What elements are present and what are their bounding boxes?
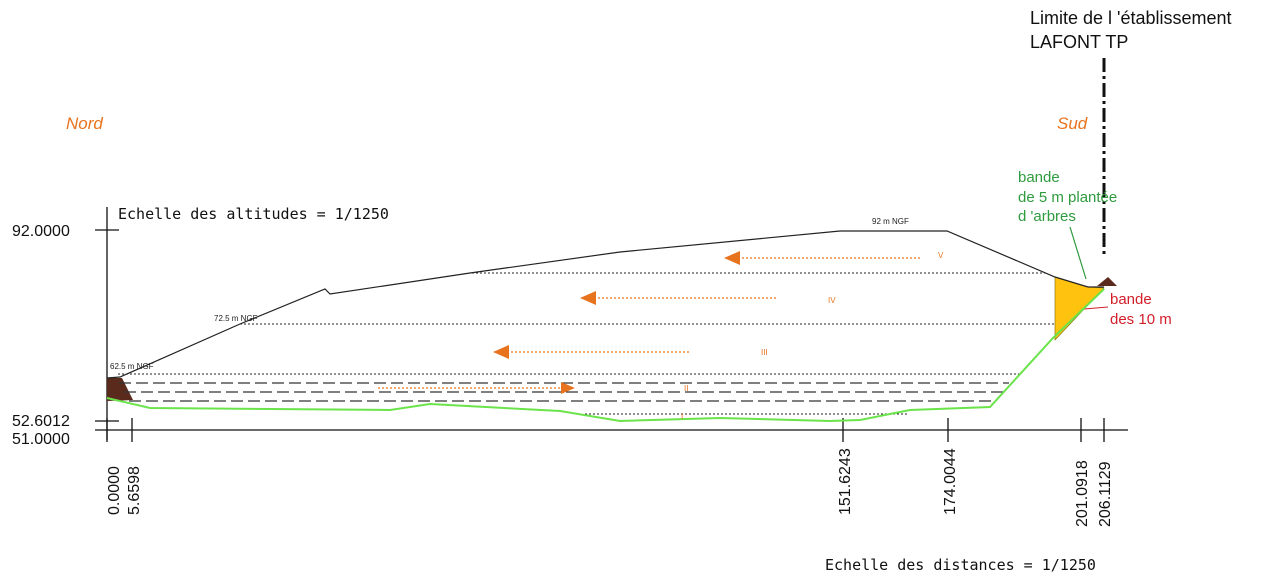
arrow-iii-head — [493, 345, 509, 359]
base-profile — [106, 288, 1105, 423]
elevation-label-mid: 72.5 m NGF — [214, 314, 258, 323]
bench-lines — [119, 382, 1009, 402]
south-embankment — [1097, 277, 1117, 286]
red-band-line-1: bande — [1110, 291, 1152, 308]
arrow-iv-head — [580, 291, 596, 305]
phase-arrowheads — [493, 251, 740, 394]
green-band-pointer — [1069, 226, 1087, 280]
terrain-profile — [106, 230, 1104, 379]
green-band-label: bande de 5 m plantée d 'arbres — [1018, 169, 1121, 225]
elevation-label-low: 62.5 m NGF — [110, 362, 154, 371]
north-embankment — [107, 378, 133, 401]
south-label: Sud — [1057, 114, 1088, 133]
x-tick-label-4: 201.0918 — [1074, 460, 1091, 527]
x-tick-label-1: 5.6598 — [126, 466, 143, 515]
green-band-line-2: de 5 m plantée — [1018, 189, 1117, 206]
phase-label-ii: II — [684, 384, 688, 393]
green-band-line-1: bande — [1018, 169, 1060, 186]
red-band-label: bande des 10 m — [1110, 291, 1172, 328]
arrow-v-head — [724, 251, 740, 265]
phase-arrows — [378, 257, 920, 389]
x-tick-label-2: 151.6243 — [837, 448, 854, 515]
level-lines — [118, 272, 1055, 415]
phase-label-v: V — [938, 251, 944, 260]
x-tick-label-0: 0.0000 — [106, 466, 123, 515]
y-tick-label-52: 52.6012 — [12, 413, 70, 430]
x-tick-label-3: 174.0044 — [942, 448, 959, 515]
elevation-label-top: 92 m NGF — [872, 217, 909, 226]
arrow-ii-head — [561, 382, 575, 394]
phase-label-iii: III — [761, 348, 768, 357]
company-name: LAFONT TP — [1030, 32, 1128, 52]
phase-label-i: I — [681, 412, 683, 421]
y-tick-label-92: 92.0000 — [12, 223, 70, 240]
green-band-line-3: d 'arbres — [1018, 208, 1076, 225]
altitude-scale-label: Echelle des altitudes = 1/1250 — [118, 205, 389, 223]
phase-label-iv: IV — [828, 296, 836, 305]
north-label: Nord — [66, 114, 103, 133]
x-ticks — [106, 418, 1105, 442]
distance-scale-label: Echelle des distances = 1/1250 — [825, 556, 1096, 574]
red-band-line-2: des 10 m — [1110, 311, 1172, 328]
title-line: Limite de l 'établissement — [1030, 8, 1232, 28]
y-tick-label-51: 51.0000 — [12, 431, 70, 448]
x-tick-label-5: 206.1129 — [1097, 461, 1114, 527]
